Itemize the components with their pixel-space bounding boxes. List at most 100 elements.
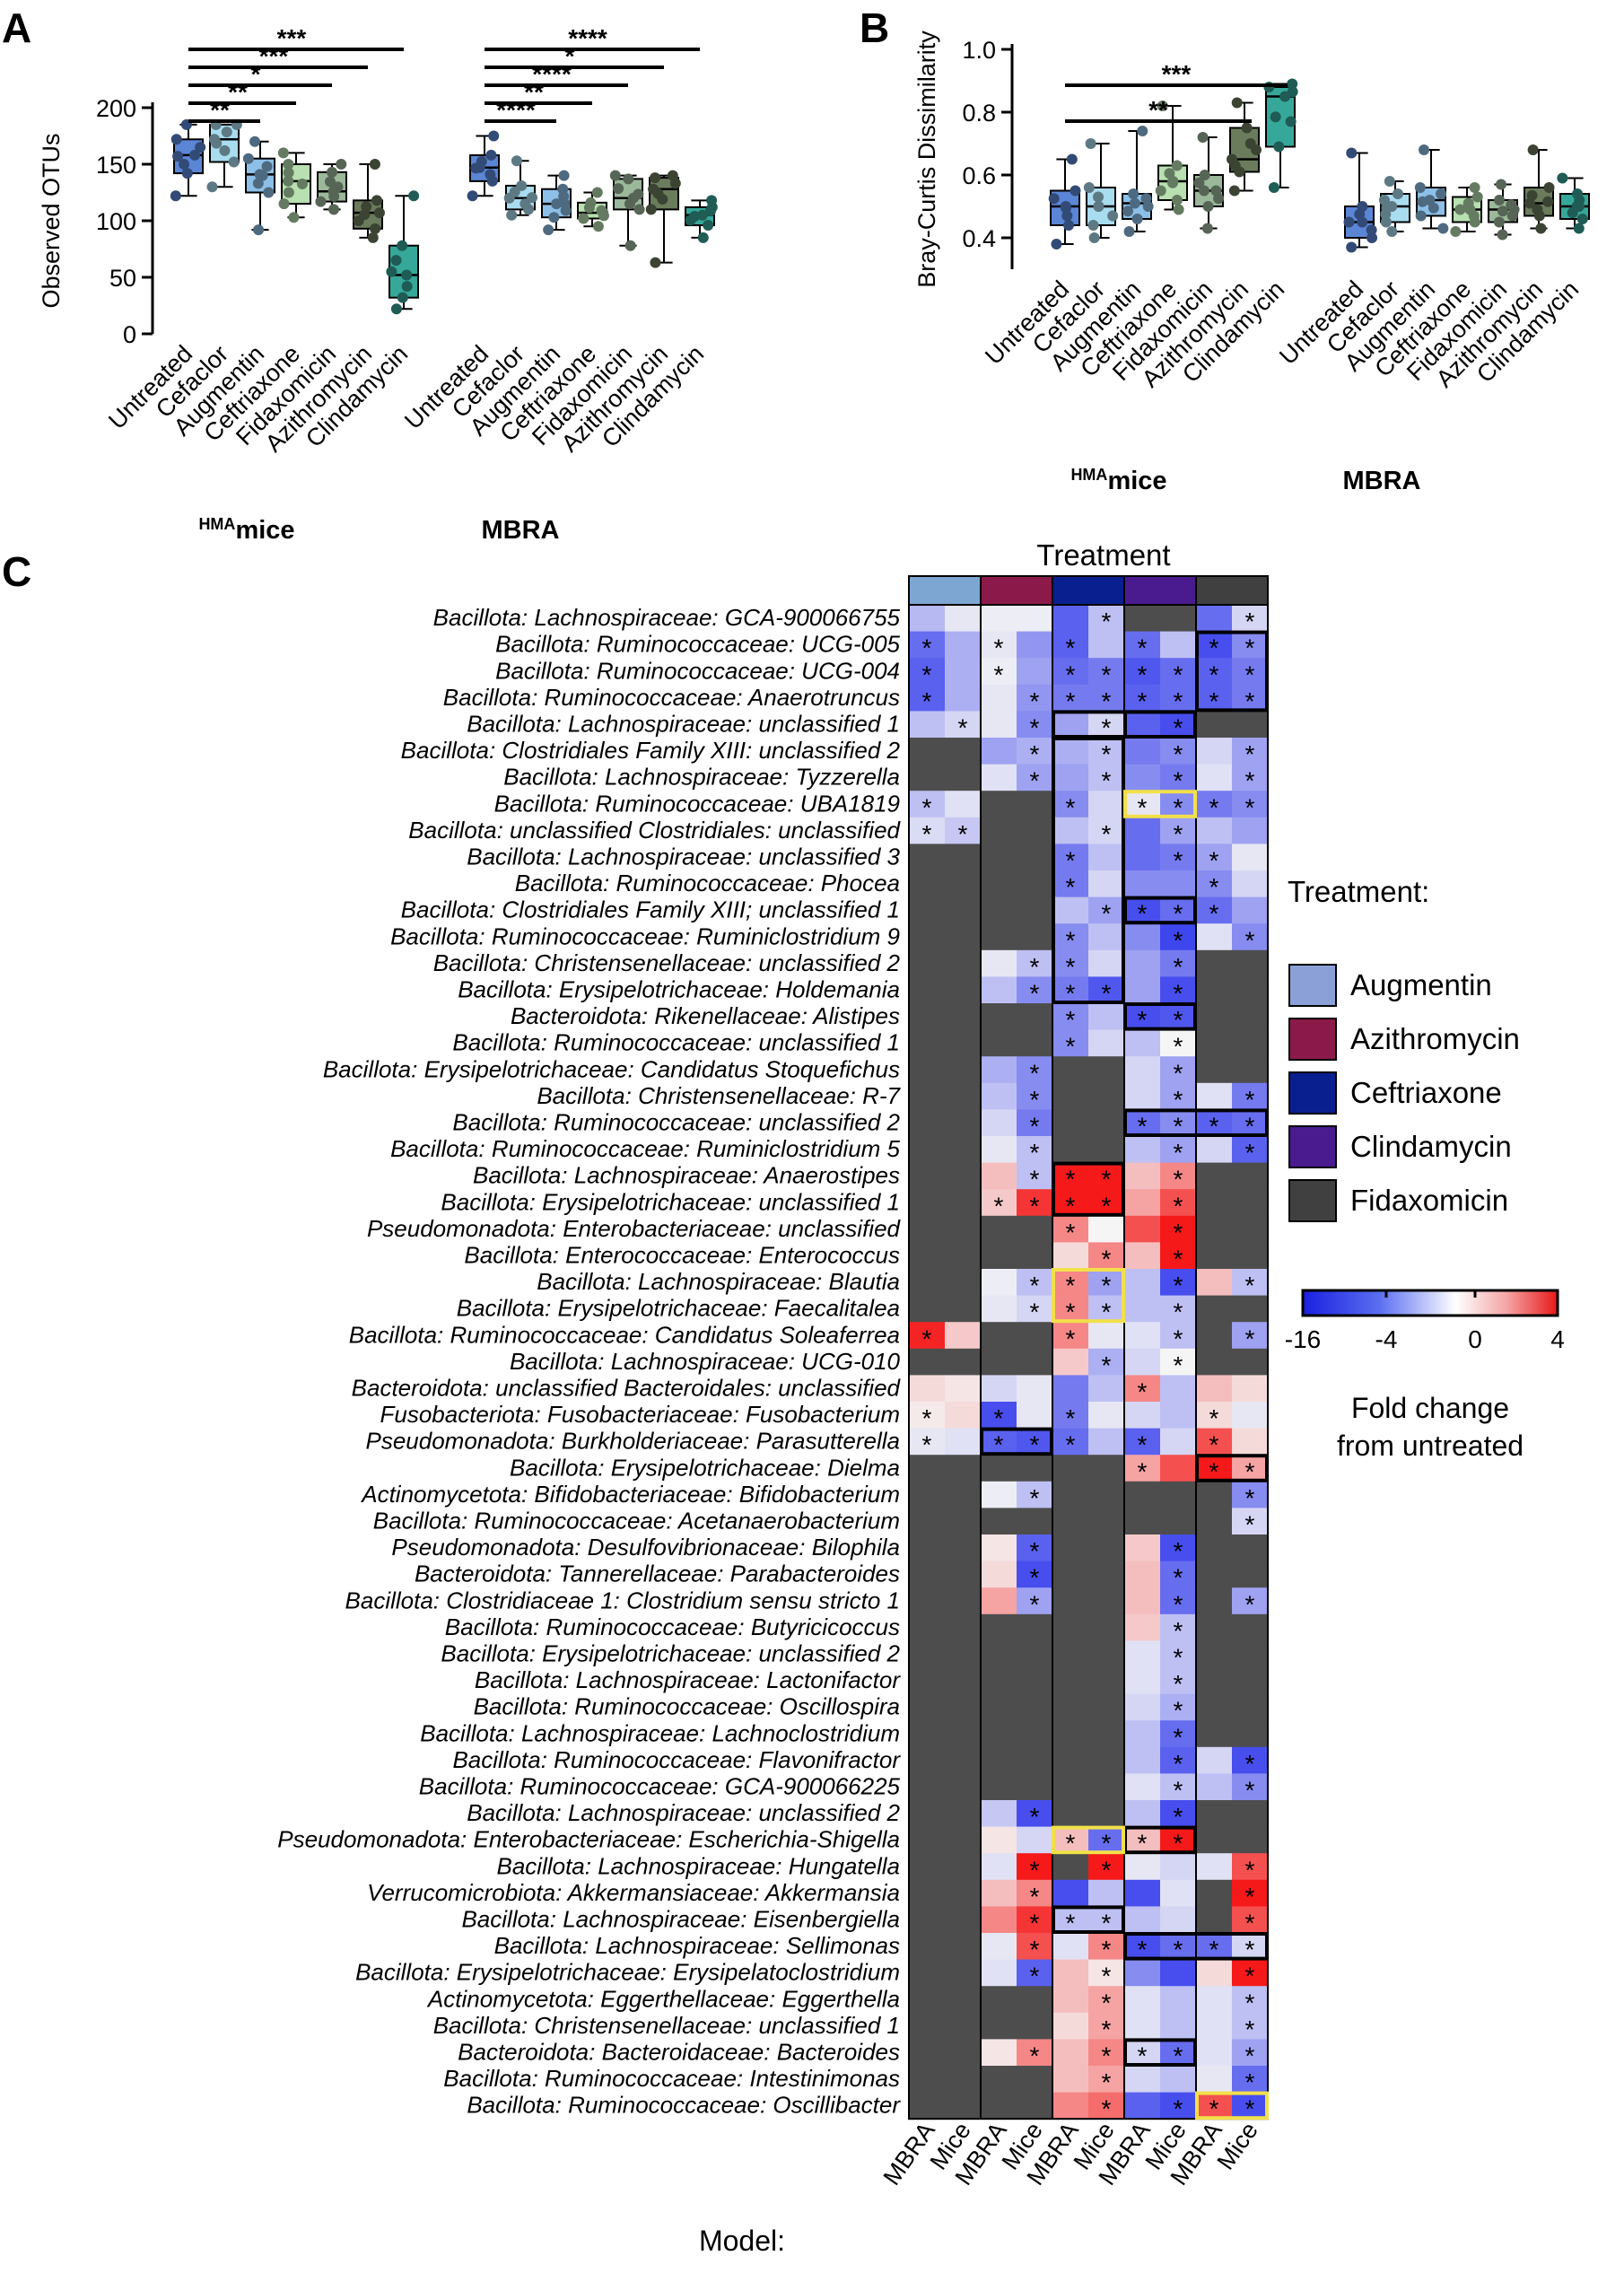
- heat-cell: [945, 844, 981, 871]
- heat-cell: [909, 1933, 945, 1961]
- row-label: Bacillota: Ruminococcaceae: Oscillibacte…: [467, 2092, 901, 2119]
- significance-mark: *: [1245, 1113, 1255, 1141]
- group-label: MBRA: [482, 516, 560, 545]
- y-tick-label: 0.8: [962, 100, 996, 127]
- significance-mark: *: [1102, 2095, 1112, 2123]
- heat-cell: [1017, 1481, 1052, 1508]
- black-highlight-box: [1123, 1932, 1269, 1961]
- significance-mark: *: [1030, 1936, 1040, 1963]
- heat-cell: [1160, 711, 1196, 739]
- heat-cell: [909, 1109, 945, 1137]
- heat-cell: [1196, 1322, 1232, 1350]
- significance-mark: *: [1030, 1537, 1040, 1565]
- heat-cell: [1124, 949, 1160, 977]
- heat-cell: [1088, 1348, 1124, 1376]
- significance-mark: *: [1138, 1431, 1148, 1459]
- heat-cell: [1088, 1959, 1124, 1987]
- heat-cell: [945, 1826, 981, 1854]
- heat-cell: [1232, 1003, 1268, 1031]
- heat-cell: [1088, 1986, 1124, 2014]
- significance-mark: *: [1030, 980, 1040, 1008]
- heat-cell: [909, 1215, 945, 1243]
- heat-cell: [981, 1056, 1017, 1084]
- significance-mark: *: [1245, 793, 1255, 821]
- heat-cell: [945, 2066, 981, 2094]
- significance-mark: *: [1209, 847, 1219, 875]
- data-point: [520, 198, 531, 210]
- data-point: [633, 188, 644, 200]
- data-point: [467, 190, 478, 202]
- data-point: [263, 187, 275, 198]
- heat-cell: [1017, 764, 1052, 791]
- heat-cell: [1160, 2066, 1196, 2094]
- data-point: [613, 183, 624, 195]
- data-point: [189, 149, 201, 161]
- heat-cell: [981, 844, 1017, 871]
- heat-cell: [1196, 1428, 1232, 1456]
- significance-mark: *: [1209, 634, 1219, 662]
- significance-mark: *: [994, 1192, 1004, 1220]
- heat-cell: [1088, 684, 1124, 712]
- heat-cell: [1196, 1375, 1232, 1403]
- row-label: Bacillota: Ruminococcaceae: Intestinimon…: [443, 2065, 900, 2092]
- heat-cell: [1088, 738, 1124, 765]
- significance-mark: *: [1174, 1219, 1183, 1246]
- heat-cell: [1017, 1746, 1052, 1774]
- heat-cell: [1052, 1109, 1088, 1137]
- heat-cell: [1160, 1879, 1196, 1907]
- heat-cell: [1160, 1295, 1196, 1323]
- heat-cell: [981, 1667, 1017, 1695]
- black-highlight-box: [1123, 2038, 1197, 2067]
- heat-cell: [1088, 1109, 1124, 1137]
- group-label: HMAmice: [198, 515, 294, 545]
- row-label: Bacillota: Ruminococcaceae: unclassified…: [452, 1108, 900, 1135]
- significance-mark: *: [1174, 1113, 1183, 1141]
- heat-cell: [1052, 605, 1088, 633]
- significance-stars: ****: [532, 60, 572, 88]
- row-label: Bacillota: Ruminococcaceae: Phocea: [515, 870, 900, 896]
- significance-mark: *: [1209, 900, 1219, 928]
- significance-mark: *: [1066, 687, 1076, 715]
- significance-stars: **: [228, 78, 248, 106]
- heat-cell: [1232, 684, 1268, 712]
- data-point: [1428, 202, 1439, 214]
- heat-cell: [981, 1082, 1017, 1110]
- heat-cell: [945, 1003, 981, 1031]
- black-highlight-box: [1195, 630, 1269, 713]
- heat-cell: [1052, 1082, 1088, 1110]
- data-point: [253, 224, 265, 236]
- heat-cell: [1160, 923, 1196, 951]
- heat-cell: [1052, 1455, 1088, 1482]
- heat-cell: [909, 2012, 945, 2040]
- heat-cell: [1052, 1746, 1088, 1774]
- significance-mark: *: [1138, 1936, 1148, 1963]
- heat-cell: [1124, 1082, 1160, 1110]
- significance-mark: *: [1245, 1856, 1255, 1884]
- heat-cell: [1052, 764, 1088, 791]
- heat-cell: [1088, 844, 1124, 871]
- data-point: [278, 198, 290, 210]
- significance-mark: *: [1174, 767, 1183, 795]
- heat-cell: [1124, 2092, 1160, 2120]
- row-label: Bacillota: Lachnospiraceae: Sellimonas: [494, 1932, 900, 1959]
- heat-cell: [1232, 1587, 1268, 1615]
- significance-mark: *: [922, 634, 932, 662]
- significance-mark: *: [1102, 1910, 1112, 1937]
- heat-cell: [981, 1853, 1017, 1881]
- heat-cell: [1196, 1959, 1232, 1987]
- heat-cell: [1052, 1587, 1088, 1615]
- heat-cell: [1160, 738, 1196, 765]
- heat-cell: [1160, 2039, 1196, 2067]
- heat-cell: [1232, 1162, 1268, 1190]
- data-point: [277, 147, 289, 159]
- heat-cell: [1088, 1933, 1124, 1961]
- data-point: [1122, 205, 1134, 217]
- data-point: [1415, 210, 1427, 222]
- data-point: [1493, 216, 1505, 228]
- data-point: [1532, 204, 1543, 215]
- model-axis-label: Model:: [699, 2225, 785, 2257]
- heat-cell: [981, 1720, 1017, 1748]
- data-point: [624, 240, 636, 251]
- heat-cell: [1017, 1561, 1052, 1588]
- heat-cell: [981, 1959, 1017, 1987]
